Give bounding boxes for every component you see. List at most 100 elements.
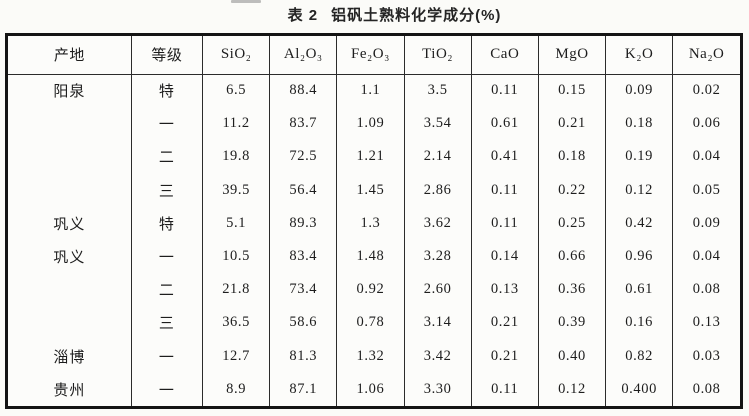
table-row: 淄博 一 12.7 81.3 1.32 3.42 0.21 0.40 0.82 0.03 xyxy=(8,339,740,373)
value-cell: 0.400 xyxy=(605,372,673,406)
value-cell: 6.5 xyxy=(202,74,270,108)
value-cell: 87.1 xyxy=(269,372,337,406)
value-cell: 1.3 xyxy=(336,206,405,240)
origin-cell: 贵州 xyxy=(53,382,86,399)
value-cell: 72.5 xyxy=(269,140,337,174)
value-cell: 1.09 xyxy=(336,107,405,141)
value-cell: 88.4 xyxy=(269,74,337,108)
value-cell: 5.1 xyxy=(202,206,270,240)
value-cell: 0.21 xyxy=(470,339,539,373)
origin-cell xyxy=(8,107,131,140)
value-cell: 0.02 xyxy=(672,74,740,108)
value-cell: 8.9 xyxy=(202,372,270,406)
value-cell: 0.61 xyxy=(470,107,539,141)
value-cell: 0.11 xyxy=(470,372,539,406)
table-row: 二 19.8 72.5 1.21 2.14 0.41 0.18 0.19 0.04 xyxy=(8,140,740,174)
column-header-k2o: K₂O xyxy=(605,36,673,75)
column-header-mgo: MgO xyxy=(537,36,606,75)
value-cell: 0.05 xyxy=(672,173,740,207)
value-cell: 0.11 xyxy=(470,173,539,207)
scan-artifact xyxy=(231,0,261,3)
value-cell: 39.5 xyxy=(202,173,270,207)
value-cell: 0.92 xyxy=(336,273,405,307)
value-cell: 81.3 xyxy=(269,339,337,373)
value-cell: 0.03 xyxy=(672,339,740,373)
origin-cell: 巩义 xyxy=(53,250,86,267)
value-cell: 0.14 xyxy=(470,239,539,274)
value-cell: 19.8 xyxy=(202,140,270,174)
table-row: 三 39.5 56.4 1.45 2.86 0.11 0.22 0.12 0.05 xyxy=(8,173,740,207)
grade-cell: 二 xyxy=(130,140,203,174)
column-header-na2o: Na₂O xyxy=(672,36,740,75)
value-cell: 0.21 xyxy=(470,306,539,340)
value-cell: 0.09 xyxy=(672,206,740,240)
value-cell: 73.4 xyxy=(269,273,337,307)
value-cell: 0.04 xyxy=(672,239,740,274)
value-cell: 3.14 xyxy=(403,306,472,340)
value-cell: 0.36 xyxy=(537,273,606,307)
table-row: 阳泉 特 6.5 88.4 1.1 3.5 0.11 0.15 0.09 0.02 xyxy=(8,74,740,108)
value-cell: 2.60 xyxy=(403,273,472,307)
value-cell: 0.19 xyxy=(605,140,673,174)
grade-cell: 二 xyxy=(130,273,203,307)
value-cell: 1.48 xyxy=(336,239,405,274)
table-row: 二 21.8 73.4 0.92 2.60 0.13 0.36 0.61 0.08 xyxy=(8,273,740,307)
value-cell: 36.5 xyxy=(202,306,270,340)
value-cell: 3.62 xyxy=(403,206,472,240)
value-cell: 0.15 xyxy=(537,74,606,108)
value-cell: 58.6 xyxy=(269,306,337,340)
value-cell: 0.82 xyxy=(605,339,673,373)
value-cell: 0.66 xyxy=(537,239,606,274)
origin-cell xyxy=(8,273,131,306)
value-cell: 0.22 xyxy=(537,173,606,207)
value-cell: 0.18 xyxy=(537,140,606,174)
value-cell: 0.04 xyxy=(672,140,740,174)
grade-cell: 一 xyxy=(130,239,203,274)
table-row: 三 36.5 58.6 0.78 3.14 0.21 0.39 0.16 0.13 xyxy=(8,306,740,340)
value-cell: 83.7 xyxy=(269,107,337,141)
grade-cell: 一 xyxy=(130,339,203,373)
value-cell: 1.21 xyxy=(336,140,405,174)
value-cell: 0.96 xyxy=(605,239,673,274)
value-cell: 1.32 xyxy=(336,339,405,373)
value-cell: 0.09 xyxy=(605,74,673,108)
value-cell: 21.8 xyxy=(202,273,270,307)
table-title: 表 2 铝矾土熟料化学成分(%) xyxy=(20,4,749,28)
value-cell: 0.08 xyxy=(672,372,740,406)
origin-cell xyxy=(8,140,131,173)
value-cell: 11.2 xyxy=(202,107,270,141)
column-header-grade: 等级 xyxy=(130,36,203,75)
value-cell: 0.16 xyxy=(605,306,673,340)
grade-cell: 一 xyxy=(130,372,203,406)
value-cell: 0.11 xyxy=(470,74,539,108)
composition-table-frame: 产地 等级 SiO₂ Al₂O₃ Fe₂O₃ TiO₂ CaO MgO K₂O Na₂O 阳泉特 6… xyxy=(5,33,743,409)
value-cell: 10.5 xyxy=(202,239,270,274)
value-cell: 0.13 xyxy=(672,306,740,340)
grade-cell: 三 xyxy=(130,173,203,207)
table-row: 巩义 一 10.5 83.4 1.48 3.28 0.14 0.66 0.96 0.04 xyxy=(8,239,740,274)
value-cell: 3.42 xyxy=(403,339,472,373)
origin-cell: 阳泉 xyxy=(53,84,86,101)
value-cell: 0.18 xyxy=(605,107,673,141)
value-cell: 1.1 xyxy=(336,74,405,108)
value-cell: 0.12 xyxy=(605,173,673,207)
value-cell: 0.39 xyxy=(537,306,606,340)
column-header-al2o3: Al₂O₃ xyxy=(269,36,337,75)
table-row: 一 11.2 83.7 1.09 3.54 0.61 0.21 0.18 0.06 xyxy=(8,107,740,141)
column-header-tio2: TiO₂ xyxy=(403,36,472,75)
value-cell: 2.14 xyxy=(403,140,472,174)
value-cell: 3.5 xyxy=(403,74,472,108)
value-cell: 89.3 xyxy=(269,206,337,240)
value-cell: 0.41 xyxy=(470,140,539,174)
origin-cell: 淄博 xyxy=(53,349,86,366)
grade-cell: 特 xyxy=(130,206,203,240)
table-row: 贵州 一 8.9 87.1 1.06 3.30 0.11 0.12 0.400 0.08 xyxy=(8,372,740,406)
value-cell: 0.25 xyxy=(537,206,606,240)
value-cell: 0.13 xyxy=(470,273,539,307)
column-header-origin: 产地 xyxy=(8,36,132,75)
value-cell: 0.12 xyxy=(537,372,606,406)
value-cell: 0.42 xyxy=(605,206,673,240)
column-header-sio2: SiO₂ xyxy=(202,36,270,75)
grade-cell: 特 xyxy=(130,74,203,108)
